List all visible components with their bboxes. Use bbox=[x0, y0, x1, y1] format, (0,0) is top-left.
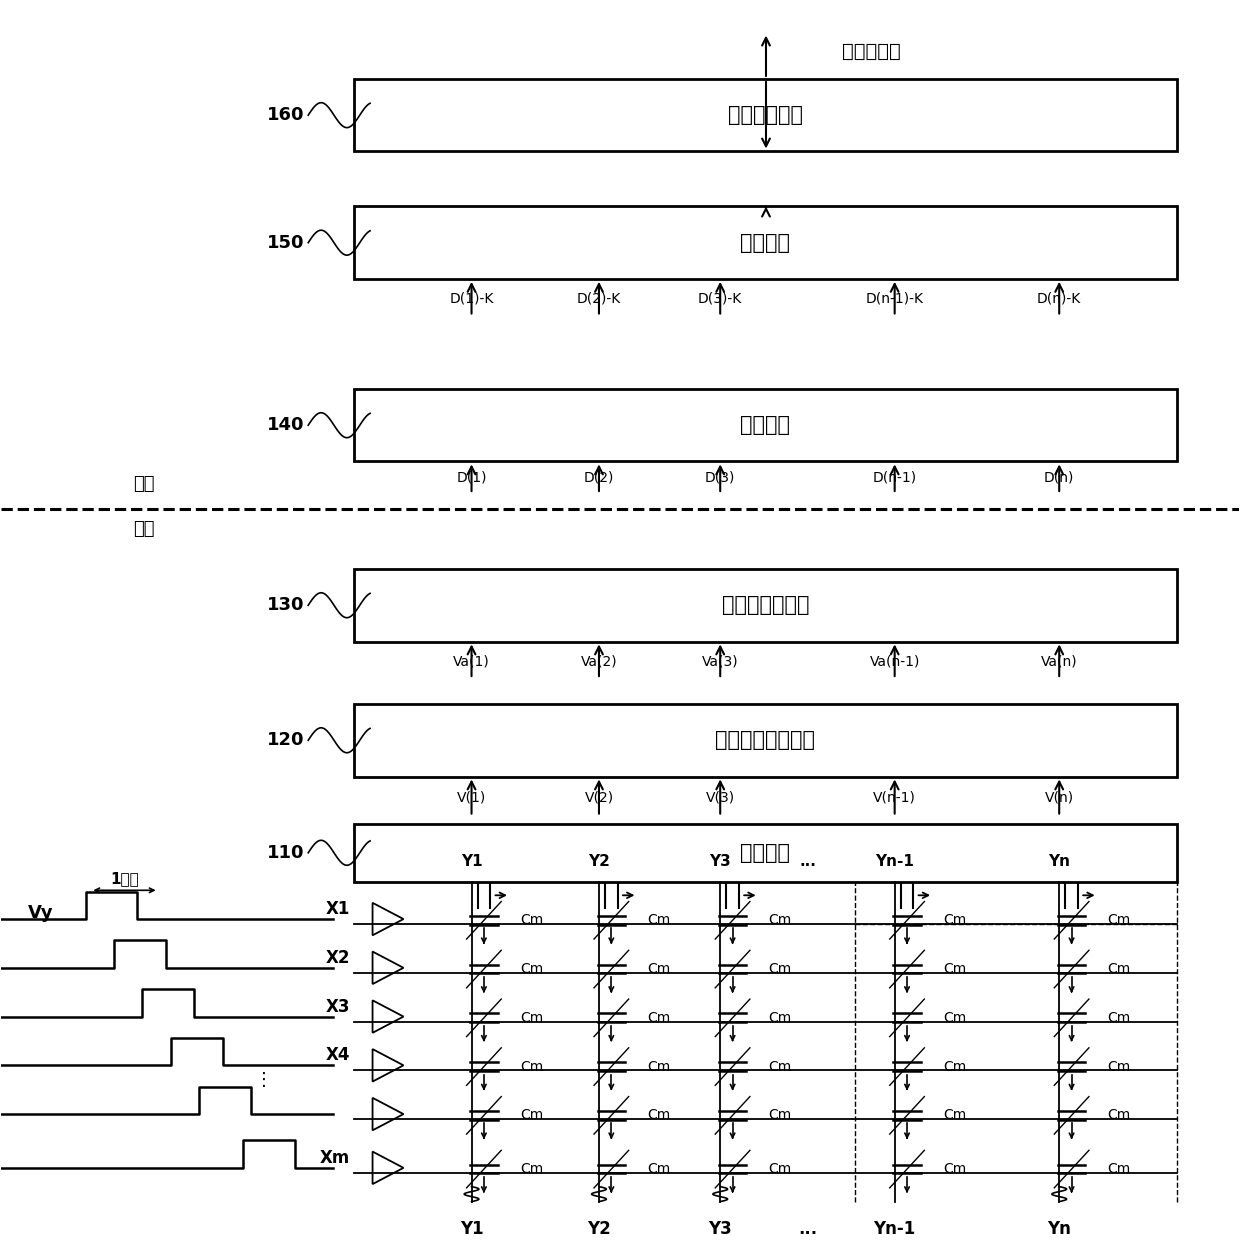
Text: Cm: Cm bbox=[1107, 913, 1131, 927]
Text: D(n)-K: D(n)-K bbox=[1037, 292, 1081, 306]
Text: Y2: Y2 bbox=[588, 855, 610, 870]
Bar bbox=[353, 207, 1177, 279]
Text: Cm: Cm bbox=[1107, 1162, 1131, 1177]
Text: Cm: Cm bbox=[520, 913, 543, 927]
Text: V(n-1): V(n-1) bbox=[873, 791, 916, 804]
Text: ...: ... bbox=[799, 1220, 817, 1238]
Text: Y3: Y3 bbox=[708, 1220, 732, 1238]
Text: Cm: Cm bbox=[942, 1060, 966, 1074]
Text: D(1): D(1) bbox=[456, 471, 487, 485]
Text: Y3: Y3 bbox=[709, 855, 732, 870]
Text: D(n-1)-K: D(n-1)-K bbox=[866, 292, 924, 306]
Text: Cm: Cm bbox=[942, 913, 966, 927]
Text: Cm: Cm bbox=[647, 962, 671, 976]
Text: X4: X4 bbox=[326, 1046, 350, 1064]
Text: 偏移装置: 偏移装置 bbox=[740, 415, 790, 435]
Text: 140: 140 bbox=[267, 416, 305, 435]
Text: Cm: Cm bbox=[647, 1011, 671, 1025]
Text: 接触点坐标: 接触点坐标 bbox=[842, 41, 900, 61]
Text: Cm: Cm bbox=[647, 1109, 671, 1123]
Bar bbox=[353, 79, 1177, 152]
Text: Cm: Cm bbox=[769, 913, 791, 927]
Text: Cm: Cm bbox=[1107, 1011, 1131, 1025]
Text: Cm: Cm bbox=[647, 1060, 671, 1074]
Text: 数字: 数字 bbox=[133, 475, 155, 492]
Text: Cm: Cm bbox=[520, 1060, 543, 1074]
Text: 模拟: 模拟 bbox=[133, 520, 155, 538]
Text: 可编程增益放大器: 可编程增益放大器 bbox=[715, 730, 816, 751]
Text: X3: X3 bbox=[326, 997, 350, 1016]
Text: Vy: Vy bbox=[29, 903, 53, 922]
Text: Cm: Cm bbox=[520, 1162, 543, 1177]
Text: X2: X2 bbox=[326, 949, 350, 967]
Text: Cm: Cm bbox=[769, 962, 791, 976]
Text: Cm: Cm bbox=[769, 1011, 791, 1025]
Text: Cm: Cm bbox=[942, 1162, 966, 1177]
Text: 模拟数字转换器: 模拟数字转换器 bbox=[722, 595, 810, 615]
Text: 150: 150 bbox=[267, 233, 305, 252]
Text: Cm: Cm bbox=[1107, 962, 1131, 976]
Text: D(n-1): D(n-1) bbox=[873, 471, 916, 485]
Text: 160: 160 bbox=[267, 107, 305, 124]
Text: D(3): D(3) bbox=[706, 471, 735, 485]
Text: Yn-1: Yn-1 bbox=[873, 1220, 916, 1238]
Bar bbox=[353, 824, 1177, 882]
Text: 坐标判断装置: 坐标判断装置 bbox=[728, 105, 802, 125]
Text: Va(3): Va(3) bbox=[702, 654, 739, 669]
Text: 侦测电路: 侦测电路 bbox=[740, 843, 790, 863]
Text: Va(2): Va(2) bbox=[580, 654, 618, 669]
Text: 1周期: 1周期 bbox=[110, 872, 139, 887]
Text: D(3)-K: D(3)-K bbox=[698, 292, 743, 306]
Text: V(2): V(2) bbox=[584, 791, 614, 804]
Text: Cm: Cm bbox=[942, 1109, 966, 1123]
Text: Cm: Cm bbox=[942, 962, 966, 976]
Text: Xm: Xm bbox=[320, 1149, 350, 1167]
Text: Yn: Yn bbox=[1048, 855, 1070, 870]
Text: D(n): D(n) bbox=[1044, 471, 1074, 485]
Text: Yn: Yn bbox=[1048, 1220, 1071, 1238]
Text: V(3): V(3) bbox=[706, 791, 735, 804]
Text: Cm: Cm bbox=[520, 962, 543, 976]
Text: 110: 110 bbox=[267, 843, 305, 862]
Text: D(1)-K: D(1)-K bbox=[449, 292, 494, 306]
Text: Cm: Cm bbox=[1107, 1060, 1131, 1074]
Text: Cm: Cm bbox=[520, 1011, 543, 1025]
Text: V(n): V(n) bbox=[1044, 791, 1074, 804]
Text: Cm: Cm bbox=[647, 913, 671, 927]
Text: Cm: Cm bbox=[520, 1109, 543, 1123]
Text: Cm: Cm bbox=[942, 1011, 966, 1025]
Text: 130: 130 bbox=[267, 596, 305, 614]
Text: D(2): D(2) bbox=[584, 471, 614, 485]
Text: Cm: Cm bbox=[647, 1162, 671, 1177]
Text: ...: ... bbox=[800, 855, 816, 870]
Text: 120: 120 bbox=[267, 732, 305, 749]
Bar bbox=[353, 569, 1177, 642]
Text: Va(1): Va(1) bbox=[453, 654, 490, 669]
Text: Y1: Y1 bbox=[461, 855, 482, 870]
Text: 帧缓冲器: 帧缓冲器 bbox=[740, 233, 790, 253]
Text: ⋮: ⋮ bbox=[254, 1071, 273, 1089]
Text: Cm: Cm bbox=[769, 1109, 791, 1123]
Text: Va(n-1): Va(n-1) bbox=[869, 654, 920, 669]
Text: D(2)-K: D(2)-K bbox=[577, 292, 621, 306]
Text: Y1: Y1 bbox=[460, 1220, 484, 1238]
Text: Va(n): Va(n) bbox=[1040, 654, 1078, 669]
Bar bbox=[353, 704, 1177, 777]
Text: Cm: Cm bbox=[1107, 1109, 1131, 1123]
Text: V(1): V(1) bbox=[456, 791, 486, 804]
Text: Yn-1: Yn-1 bbox=[875, 855, 914, 870]
Text: Y2: Y2 bbox=[587, 1220, 611, 1238]
Text: X1: X1 bbox=[326, 900, 350, 918]
Text: Cm: Cm bbox=[769, 1060, 791, 1074]
Text: Cm: Cm bbox=[769, 1162, 791, 1177]
Bar bbox=[353, 388, 1177, 461]
